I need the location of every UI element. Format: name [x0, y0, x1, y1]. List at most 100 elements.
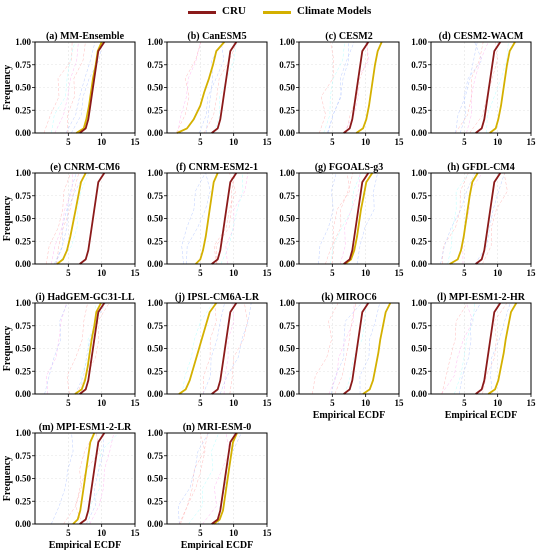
x-tick-label: 5: [66, 268, 71, 278]
legend-swatch-climate-models: [263, 11, 291, 14]
y-tick-label: 0.25: [15, 496, 31, 506]
legend-label-cru: CRU: [222, 5, 246, 17]
y-tick-label: 0.25: [15, 366, 31, 376]
x-tick-label: 15: [527, 268, 537, 278]
y-tick-label: 0.00: [147, 259, 163, 269]
climate-models-ecdf-line: [176, 41, 225, 134]
y-tick-label: 0.25: [147, 366, 163, 376]
climate-models-ecdf-line: [355, 41, 383, 134]
y-axis-label: Frequency: [2, 456, 13, 501]
cru-ecdf-line: [211, 41, 238, 134]
y-tick-label: 0.50: [411, 344, 427, 354]
cru-ecdf-line: [475, 302, 502, 395]
member-trace: [225, 172, 249, 265]
member-trace: [66, 302, 88, 395]
member-trace: [51, 172, 73, 265]
member-trace: [181, 302, 214, 395]
member-trace: [45, 172, 71, 265]
y-tick-label: 0.50: [279, 344, 295, 354]
y-tick-label: 0.25: [279, 236, 295, 246]
member-trace: [441, 302, 474, 395]
y-tick-label: 0.75: [147, 451, 163, 461]
member-trace: [54, 41, 79, 134]
member-trace: [54, 172, 86, 265]
member-trace: [447, 172, 470, 265]
member-trace: [219, 302, 252, 395]
y-tick-label: 0.75: [411, 321, 427, 331]
y-tick-label: 0.00: [15, 519, 31, 529]
x-tick-label: 10: [97, 398, 107, 408]
panel-title: (n) MRI-ESM-0: [183, 422, 252, 433]
cru-ecdf-line: [79, 302, 106, 395]
member-trace: [203, 302, 217, 395]
x-tick-label: 15: [527, 398, 537, 408]
x-tick-label: 10: [97, 528, 107, 538]
member-trace: [346, 41, 368, 134]
panel-title: (k) MIROC6: [321, 292, 376, 303]
x-tick-label: 5: [198, 528, 203, 538]
y-tick-label: 1.00: [279, 298, 295, 308]
x-tick-label: 15: [527, 137, 537, 147]
y-tick-label: 0.75: [15, 191, 31, 201]
x-tick-label: 15: [395, 268, 405, 278]
y-tick-label: 0.25: [147, 496, 163, 506]
y-tick-label: 0.25: [411, 236, 427, 246]
y-tick-label: 0.50: [15, 474, 31, 484]
y-tick-label: 0.75: [411, 191, 427, 201]
x-tick-label: 10: [97, 268, 107, 278]
member-trace: [51, 432, 74, 525]
y-tick-label: 1.00: [147, 168, 163, 178]
y-tick-label: 0.00: [15, 389, 31, 399]
y-tick-label: 0.25: [147, 236, 163, 246]
member-trace: [67, 41, 86, 134]
x-tick-label: 5: [462, 398, 467, 408]
member-trace: [223, 302, 235, 395]
y-tick-label: 1.00: [411, 168, 427, 178]
x-tick-label: 15: [131, 268, 141, 278]
x-tick-label: 10: [361, 137, 371, 147]
y-tick-label: 1.00: [147, 428, 163, 438]
member-trace: [75, 432, 101, 525]
y-tick-label: 1.00: [15, 298, 31, 308]
y-tick-label: 1.00: [15, 37, 31, 47]
member-trace: [454, 302, 476, 395]
member-trace: [356, 172, 378, 265]
member-trace: [474, 172, 505, 265]
x-axis-label: Empirical ECDF: [445, 410, 518, 421]
x-tick-label: 15: [395, 137, 405, 147]
cru-ecdf-line: [343, 302, 370, 395]
x-tick-label: 15: [263, 398, 273, 408]
panel-title: (m) MPI-ESM1-2-LR: [39, 422, 132, 433]
y-tick-label: 0.25: [411, 366, 427, 376]
member-trace: [202, 302, 225, 395]
y-tick-label: 0.00: [279, 389, 295, 399]
climate-models-ecdf-line: [489, 41, 516, 134]
y-tick-label: 0.50: [147, 474, 163, 484]
member-trace: [65, 41, 96, 134]
x-tick-label: 5: [66, 528, 71, 538]
x-tick-label: 10: [229, 137, 239, 147]
y-tick-label: 0.00: [15, 259, 31, 269]
member-trace: [486, 41, 509, 134]
member-trace: [440, 172, 476, 265]
y-tick-label: 0.25: [15, 105, 31, 115]
y-tick-label: 0.75: [147, 321, 163, 331]
member-trace: [466, 41, 489, 134]
x-tick-label: 5: [66, 137, 71, 147]
member-trace: [312, 302, 339, 395]
y-tick-label: 1.00: [15, 168, 31, 178]
x-tick-label: 15: [263, 137, 273, 147]
x-axis-label: Empirical ECDF: [181, 540, 254, 550]
climate-models-ecdf-line: [178, 302, 218, 395]
y-tick-label: 0.75: [279, 191, 295, 201]
y-tick-label: 0.25: [411, 105, 427, 115]
y-tick-label: 1.00: [411, 298, 427, 308]
y-axis-label: Frequency: [2, 196, 13, 241]
y-tick-label: 0.50: [15, 83, 31, 93]
x-tick-label: 10: [229, 528, 239, 538]
y-tick-label: 1.00: [279, 37, 295, 47]
y-tick-label: 0.50: [147, 214, 163, 224]
cru-ecdf-line: [343, 41, 370, 134]
y-tick-label: 0.75: [279, 321, 295, 331]
